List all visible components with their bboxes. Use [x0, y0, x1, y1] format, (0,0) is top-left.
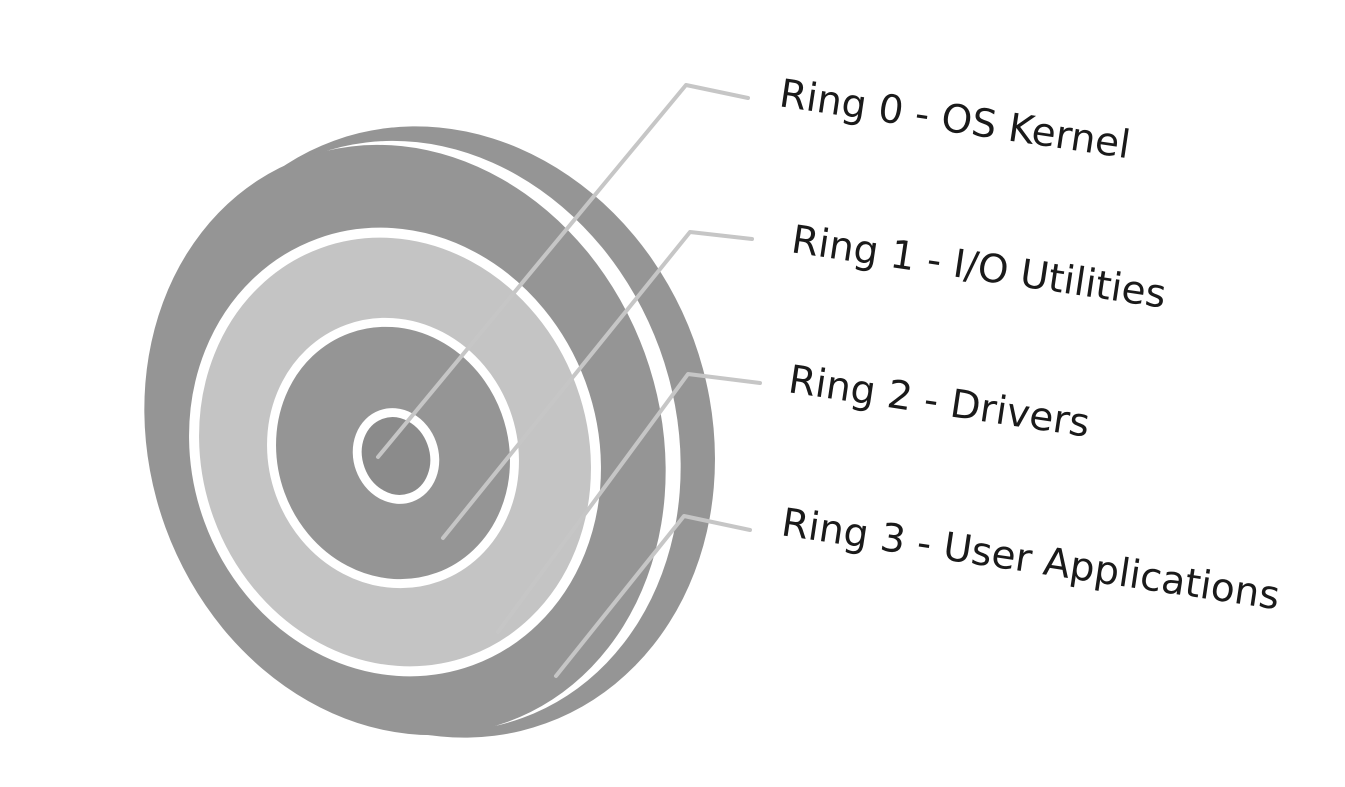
ring-3-leader-line — [554, 514, 752, 678]
ring-0-leader-line — [376, 83, 750, 459]
ring-2-label: Ring 2 - Drivers — [786, 357, 1093, 446]
ring-3-label: Ring 3 - User Applications — [779, 500, 1283, 619]
ring-1-label: Ring 1 - I/O Utilities — [789, 217, 1170, 317]
ring-1-leader-line — [441, 230, 754, 540]
ring-0-label: Ring 0 - OS Kernel — [777, 71, 1134, 168]
ring-0-core — [352, 408, 440, 504]
ring-2-leader-line — [496, 372, 762, 634]
